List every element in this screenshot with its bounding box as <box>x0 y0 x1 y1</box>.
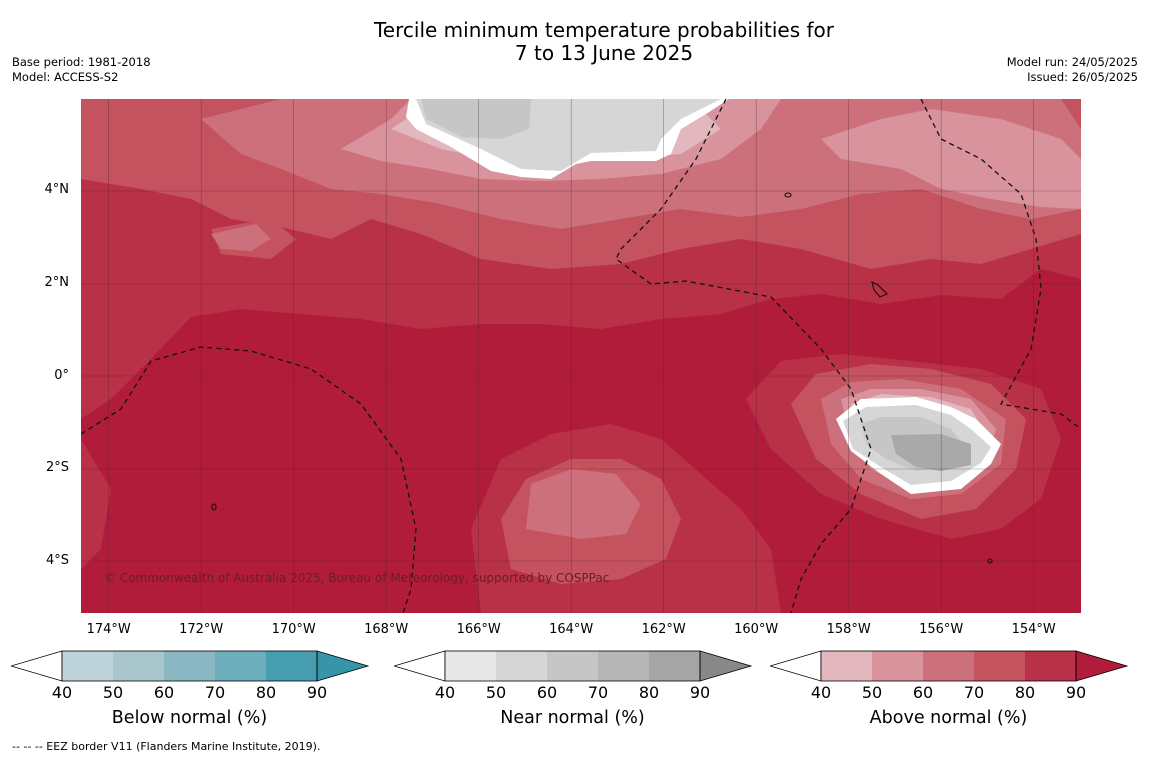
colorbar-near-label: Near normal (%) <box>500 708 645 728</box>
contour-above-60-south <box>526 469 641 539</box>
lat-label-0: 0° <box>54 368 69 383</box>
contour-above-60-blob <box>211 224 271 251</box>
graticule <box>81 99 1081 613</box>
lon-label-162w: 162°W <box>641 622 686 637</box>
colorbar-below-normal <box>11 650 369 682</box>
contour-above-80-west <box>81 439 111 569</box>
lon-label-170w: 170°W <box>271 622 316 637</box>
lon-label-168w: 168°W <box>364 622 409 637</box>
lon-label-160w: 160°W <box>734 622 779 637</box>
above-tick-90: 90 <box>1065 683 1087 702</box>
below-tick-80: 80 <box>255 683 277 702</box>
near-tick-40: 40 <box>434 683 456 702</box>
lon-label-156w: 156°W <box>919 622 964 637</box>
probability-map <box>81 99 1081 613</box>
below-tick-60: 60 <box>153 683 175 702</box>
colorbar-near-normal <box>394 650 752 682</box>
lon-label-154w: 154°W <box>1011 622 1056 637</box>
below-tick-90: 90 <box>306 683 328 702</box>
below-tick-70: 70 <box>204 683 226 702</box>
near-normal-north-60 <box>421 99 531 139</box>
above-tick-40: 40 <box>810 683 832 702</box>
above-tick-70: 70 <box>963 683 985 702</box>
eez-borders <box>81 99 1081 613</box>
colorbar-below-label: Below normal (%) <box>111 708 268 728</box>
colorbar-above-label: Above normal (%) <box>869 708 1028 728</box>
title-line-2: 7 to 13 June 2025 <box>514 41 694 65</box>
near-normal-east-70 <box>891 434 971 471</box>
meta-right: Model run: 24/05/2025 Issued: 26/05/2025 <box>1007 55 1138 85</box>
chart-title: Tercile minimum temperature probabilitie… <box>0 19 1150 65</box>
lon-label-166w: 166°W <box>456 622 501 637</box>
lat-label-4s: 4°S <box>45 553 69 568</box>
copyright-notice: © Commonwealth of Australia 2025, Bureau… <box>104 571 610 585</box>
lat-label-2s: 2°S <box>45 460 69 475</box>
title-line-1: Tercile minimum temperature probabilitie… <box>373 18 835 42</box>
lon-label-172w: 172°W <box>179 622 224 637</box>
lon-label-158w: 158°W <box>826 622 871 637</box>
below-tick-50: 50 <box>102 683 124 702</box>
near-tick-60: 60 <box>536 683 558 702</box>
below-tick-40: 40 <box>51 683 73 702</box>
lat-label-4n: 4°N <box>44 182 70 197</box>
colorbar-above-normal <box>770 650 1128 682</box>
contour-above-50-ne <box>821 109 1081 209</box>
near-tick-90: 90 <box>689 683 711 702</box>
near-tick-50: 50 <box>485 683 507 702</box>
islands <box>211 192 993 564</box>
meta-left: Base period: 1981-2018 Model: ACCESS-S2 <box>12 55 151 85</box>
issued-date: Issued: 26/05/2025 <box>1027 70 1138 84</box>
model-run: Model run: 24/05/2025 <box>1006 55 1138 69</box>
base-period: Base period: 1981-2018 <box>12 55 151 69</box>
model-name: Model: ACCESS-S2 <box>12 70 119 84</box>
near-tick-70: 70 <box>587 683 609 702</box>
eez-footnote: -- -- -- EEZ border V11 (Flanders Marine… <box>12 740 321 753</box>
near-tick-80: 80 <box>638 683 660 702</box>
above-tick-80: 80 <box>1014 683 1036 702</box>
lon-label-164w: 164°W <box>549 622 594 637</box>
lon-label-174w: 174°W <box>86 622 131 637</box>
above-tick-60: 60 <box>912 683 934 702</box>
lat-label-2n: 2°N <box>44 275 70 290</box>
above-tick-50: 50 <box>861 683 883 702</box>
